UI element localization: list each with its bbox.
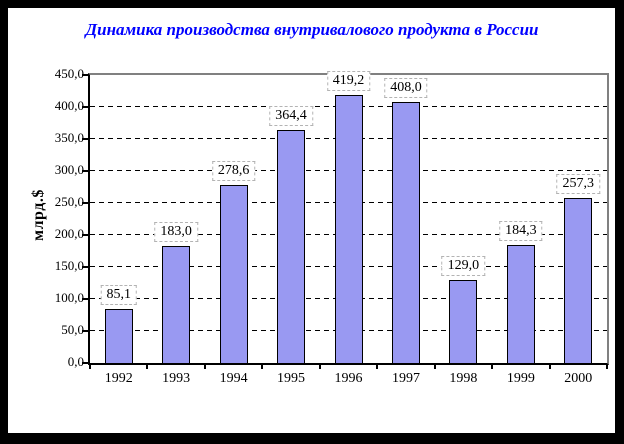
x-axis-tick bbox=[606, 365, 608, 369]
y-tick-label: 100,0 bbox=[54, 290, 84, 305]
bar-1992 bbox=[104, 308, 133, 364]
x-axis-tick bbox=[146, 365, 149, 369]
data-label-2000: 257,3 bbox=[556, 174, 601, 195]
bar-1999 bbox=[506, 245, 535, 364]
y-axis-tick bbox=[82, 170, 88, 172]
y-axis-tick bbox=[82, 74, 88, 76]
data-label-1994: 278,6 bbox=[211, 160, 256, 181]
chart-title: Динамика производства внутривалового про… bbox=[85, 20, 539, 39]
y-tick-label: 200,0 bbox=[54, 226, 84, 241]
y-axis-tick bbox=[82, 106, 88, 108]
y-axis-title: млрд.$ bbox=[30, 189, 47, 241]
x-axis-tick bbox=[89, 365, 91, 369]
y-tick-label: 400,0 bbox=[54, 98, 84, 113]
bar-2000 bbox=[564, 198, 593, 364]
x-tick-label-1995: 1995 bbox=[277, 371, 306, 386]
data-label-1995: 364,4 bbox=[269, 105, 313, 126]
x-axis-tick bbox=[433, 365, 436, 369]
y-tick-label: 300,0 bbox=[54, 162, 84, 177]
x-tick-label-1998: 1998 bbox=[449, 371, 478, 386]
y-axis-tick bbox=[82, 298, 88, 300]
data-label-1992: 85,1 bbox=[100, 284, 137, 305]
y-tick-label: 350,0 bbox=[54, 130, 84, 145]
y-tick-label: 50,0 bbox=[61, 322, 84, 337]
x-tick-label-1996: 1996 bbox=[334, 371, 363, 386]
y-axis-tick bbox=[82, 138, 88, 140]
data-label-1997: 408,0 bbox=[384, 77, 428, 98]
y-axis-tick bbox=[82, 202, 88, 204]
x-axis-tick bbox=[491, 365, 494, 369]
x-tick-label-1999: 1999 bbox=[506, 371, 535, 386]
y-tick-label: 450,0 bbox=[54, 66, 84, 81]
data-label-1993: 183,0 bbox=[154, 221, 198, 242]
x-tick-label-1993: 1993 bbox=[162, 371, 191, 386]
y-axis-tick bbox=[82, 362, 88, 364]
bar-1998 bbox=[449, 280, 478, 364]
bar-1993 bbox=[162, 245, 191, 364]
x-axis-tick bbox=[376, 365, 379, 369]
x-axis-tick bbox=[318, 365, 321, 369]
y-tick-label: 150,0 bbox=[54, 258, 84, 273]
y-tick-label: 0,0 bbox=[67, 354, 84, 369]
data-label-1999: 184,3 bbox=[499, 221, 543, 242]
x-tick-label-2000: 2000 bbox=[564, 371, 593, 386]
x-axis-tick bbox=[261, 365, 264, 369]
y-tick-label: 250,0 bbox=[54, 194, 84, 209]
data-label-1998: 129,0 bbox=[441, 256, 486, 277]
bar-1994 bbox=[219, 184, 248, 364]
x-axis-tick bbox=[548, 365, 551, 369]
y-axis-tick bbox=[82, 234, 88, 236]
bar-1996 bbox=[334, 94, 363, 364]
x-tick-label-1997: 1997 bbox=[391, 371, 420, 386]
y-axis-tick bbox=[82, 330, 88, 332]
data-label-1996: 419,2 bbox=[326, 70, 371, 91]
x-tick-label-1994: 1994 bbox=[219, 371, 248, 386]
bar-1997 bbox=[391, 101, 420, 364]
y-axis-tick bbox=[82, 266, 88, 268]
x-axis-tick bbox=[203, 365, 206, 369]
bar-1995 bbox=[277, 129, 306, 364]
x-tick-label-1992: 1992 bbox=[104, 371, 133, 386]
